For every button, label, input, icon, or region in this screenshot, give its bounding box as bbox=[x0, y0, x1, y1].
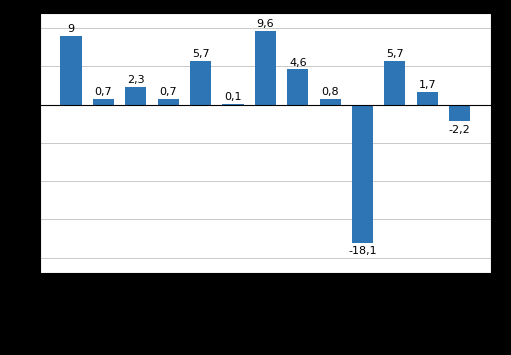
Bar bbox=[417, 92, 438, 105]
Text: 0,7: 0,7 bbox=[159, 87, 177, 97]
Text: -2,2: -2,2 bbox=[449, 125, 471, 135]
Text: 9: 9 bbox=[67, 24, 75, 34]
Bar bbox=[449, 105, 470, 121]
Text: 0,8: 0,8 bbox=[321, 87, 339, 97]
Bar bbox=[287, 70, 308, 105]
Text: 9,6: 9,6 bbox=[257, 19, 274, 29]
Text: 5,7: 5,7 bbox=[192, 49, 210, 59]
Text: 5,7: 5,7 bbox=[386, 49, 404, 59]
Bar bbox=[255, 31, 276, 105]
Bar bbox=[320, 99, 341, 105]
Bar bbox=[222, 104, 244, 105]
Bar bbox=[158, 99, 179, 105]
Bar bbox=[352, 105, 373, 243]
Text: 2,3: 2,3 bbox=[127, 75, 145, 85]
Text: -18,1: -18,1 bbox=[349, 246, 377, 256]
Bar bbox=[190, 61, 211, 105]
Text: 4,6: 4,6 bbox=[289, 58, 307, 67]
Text: 0,1: 0,1 bbox=[224, 92, 242, 102]
Bar bbox=[93, 99, 114, 105]
Text: 1,7: 1,7 bbox=[419, 80, 436, 90]
Bar bbox=[60, 36, 82, 105]
Bar bbox=[125, 87, 146, 105]
Bar bbox=[384, 61, 406, 105]
Text: 0,7: 0,7 bbox=[95, 87, 112, 97]
